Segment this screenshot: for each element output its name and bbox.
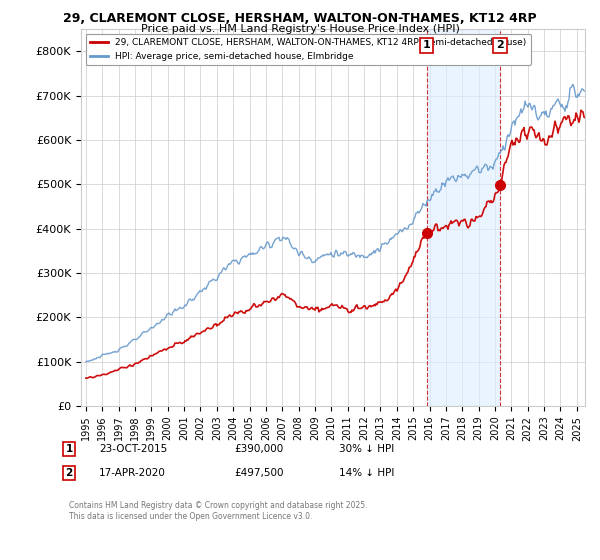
- Text: Price paid vs. HM Land Registry's House Price Index (HPI): Price paid vs. HM Land Registry's House …: [140, 24, 460, 34]
- Text: 29, CLAREMONT CLOSE, HERSHAM, WALTON-ON-THAMES, KT12 4RP: 29, CLAREMONT CLOSE, HERSHAM, WALTON-ON-…: [63, 12, 537, 25]
- Text: 1: 1: [65, 444, 73, 454]
- Text: £390,000: £390,000: [234, 444, 283, 454]
- Text: Contains HM Land Registry data © Crown copyright and database right 2025.
This d: Contains HM Land Registry data © Crown c…: [69, 501, 367, 521]
- Text: £497,500: £497,500: [234, 468, 284, 478]
- Text: 23-OCT-2015: 23-OCT-2015: [99, 444, 167, 454]
- Text: 17-APR-2020: 17-APR-2020: [99, 468, 166, 478]
- Text: 2: 2: [496, 40, 504, 50]
- Text: 30% ↓ HPI: 30% ↓ HPI: [339, 444, 394, 454]
- Legend: 29, CLAREMONT CLOSE, HERSHAM, WALTON-ON-THAMES, KT12 4RP (semi-detached house), : 29, CLAREMONT CLOSE, HERSHAM, WALTON-ON-…: [86, 34, 531, 65]
- Bar: [427, 29, 500, 406]
- Text: 2: 2: [65, 468, 73, 478]
- Text: 14% ↓ HPI: 14% ↓ HPI: [339, 468, 394, 478]
- Text: 1: 1: [423, 40, 430, 50]
